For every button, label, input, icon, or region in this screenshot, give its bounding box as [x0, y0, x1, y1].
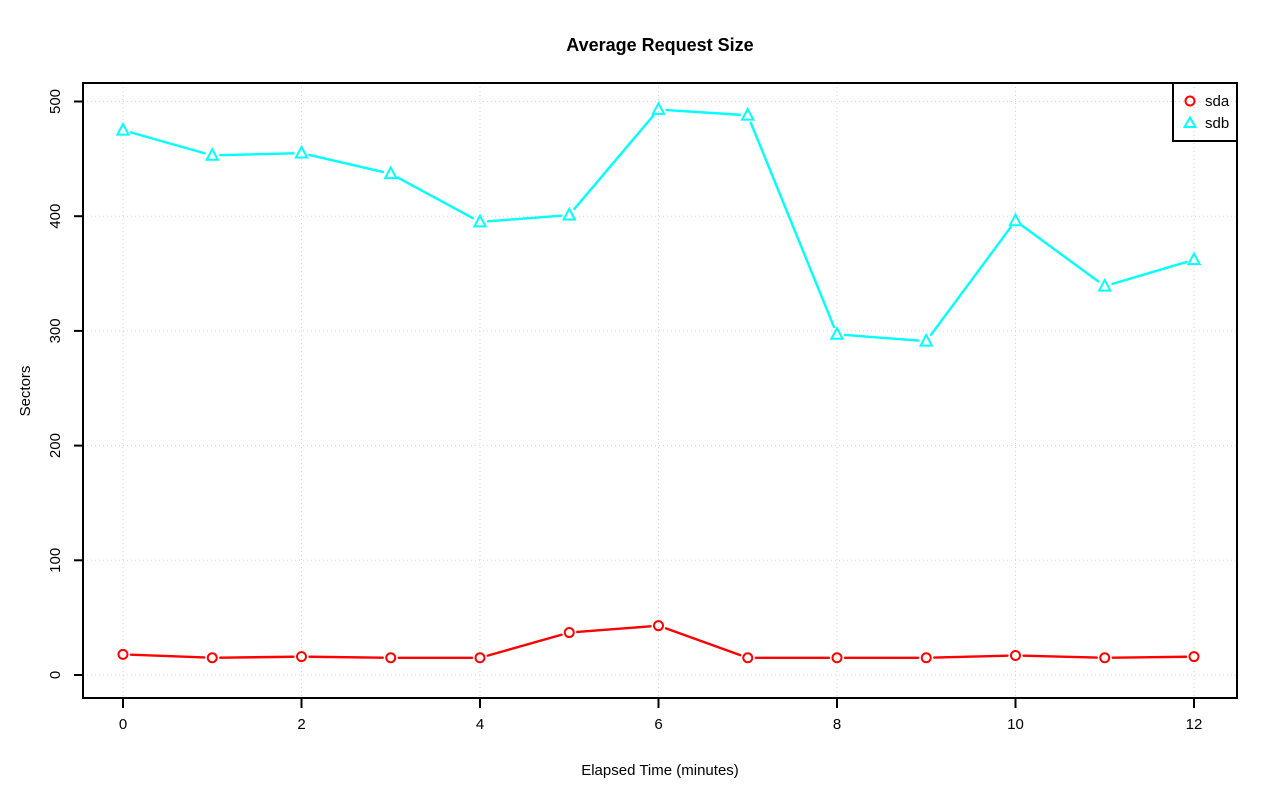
- data-point-sdb: [1186, 251, 1202, 266]
- series-segment-sda: [308, 655, 384, 659]
- data-point-sdb: [115, 121, 131, 136]
- y-tick-label: 100: [47, 548, 64, 573]
- series-segment-sda: [129, 653, 206, 659]
- legend-marker-sdb-triangle-icon: [1182, 115, 1198, 128]
- series-segment-sdb: [749, 121, 836, 329]
- plot-border: [82, 82, 1238, 699]
- x-tick-label: 10: [1007, 716, 1024, 733]
- data-point-sda: [117, 648, 129, 660]
- series-segment-sdb: [396, 176, 475, 220]
- y-tick-label: 500: [47, 89, 64, 114]
- series-segment-sdb: [219, 152, 295, 157]
- y-axis-label: Sectors: [17, 366, 34, 417]
- series-segment-sdb: [129, 131, 206, 155]
- data-point-sda: [1099, 652, 1111, 664]
- grid-layer: [83, 83, 1237, 698]
- x-tick-label: 8: [833, 716, 841, 733]
- y-tick-label: 0: [47, 671, 64, 679]
- data-point-sda: [206, 652, 218, 664]
- x-tick-label: 6: [654, 716, 662, 733]
- data-point-sdb: [651, 101, 666, 115]
- data-point-sda: [1010, 650, 1021, 662]
- data-point-sda: [742, 652, 754, 664]
- data-point-sdb: [294, 144, 309, 159]
- data-point-sda: [474, 652, 486, 664]
- data-point-sda: [831, 652, 843, 664]
- series-segment-sdb: [308, 153, 385, 174]
- legend-box: [1172, 82, 1238, 142]
- axis-layer: 0 2 4 6 8 10 12 0 100 200 300 400 500: [47, 89, 1202, 733]
- series-segment-sda: [933, 654, 1009, 659]
- series-segment-sdb: [665, 108, 741, 116]
- y-tick-label: 300: [47, 318, 64, 343]
- data-point-sda: [296, 651, 307, 663]
- series-segment-sda: [1111, 655, 1188, 659]
- legend-label-sda: sda: [1205, 93, 1230, 110]
- series-segment-sdb: [573, 114, 655, 211]
- data-point-sda: [653, 620, 664, 632]
- series-segment-sda: [576, 625, 652, 634]
- data-point-sda: [1188, 651, 1200, 663]
- y-tick-label: 200: [47, 433, 64, 458]
- series-segment-sdb: [1020, 224, 1100, 283]
- data-point-sdb: [740, 106, 756, 121]
- data-point-sdb: [918, 332, 934, 347]
- x-tick-label: 0: [119, 716, 127, 733]
- series-segment-sdb: [1111, 260, 1188, 286]
- series-segment-sdb: [486, 214, 563, 223]
- x-tick-label: 2: [297, 716, 305, 733]
- data-point-sdb: [204, 147, 220, 161]
- data-point-sdb: [472, 213, 488, 228]
- data-point-sda: [385, 652, 397, 664]
- data-point-sdb: [561, 206, 577, 221]
- data-point-sda: [920, 652, 932, 664]
- series-segment-sda: [486, 633, 563, 657]
- y-tick-label: 400: [47, 204, 64, 229]
- x-axis-label: Elapsed Time (minutes): [581, 762, 739, 779]
- x-tick-label: 12: [1186, 716, 1203, 733]
- data-point-sdb: [383, 165, 399, 180]
- x-tick-label: 4: [476, 716, 484, 733]
- legend-marker-sda-circle-icon: [1184, 95, 1196, 107]
- legend: sda sdb: [1172, 82, 1238, 142]
- data-point-sdb: [1008, 212, 1023, 227]
- series-segment-sdb: [843, 333, 920, 342]
- data-point-sdb: [1097, 277, 1113, 292]
- legend-label-sdb: sdb: [1205, 115, 1229, 132]
- chart-title: Average Request Size: [566, 35, 753, 55]
- series-segment-sdb: [929, 226, 1012, 336]
- data-point-sdb: [829, 326, 845, 340]
- series-segment-sda: [1022, 654, 1098, 659]
- series-layer: [115, 101, 1202, 664]
- series-segment-sda: [664, 627, 742, 657]
- series-segment-sda: [219, 655, 295, 659]
- data-point-sda: [563, 627, 575, 639]
